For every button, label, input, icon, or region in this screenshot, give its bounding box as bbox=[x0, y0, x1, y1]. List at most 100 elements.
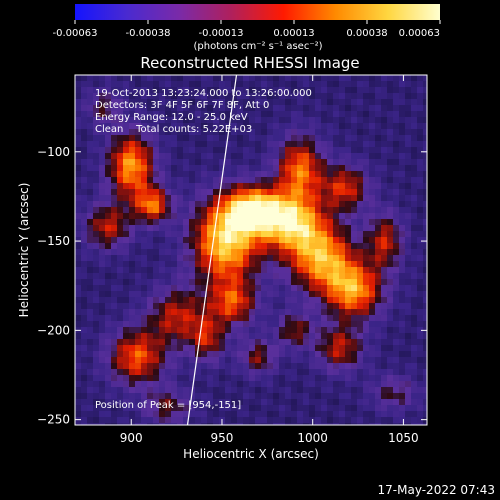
heatmap-cell bbox=[99, 189, 106, 196]
heatmap-cell bbox=[357, 93, 364, 100]
heatmap-cell bbox=[315, 111, 322, 118]
heatmap-cell bbox=[183, 81, 190, 88]
heatmap-cell bbox=[321, 357, 328, 364]
heatmap-cell bbox=[225, 87, 232, 94]
heatmap-cell bbox=[195, 393, 202, 400]
heatmap-cell bbox=[183, 219, 190, 226]
heatmap-cell bbox=[105, 231, 112, 238]
heatmap-cell bbox=[327, 201, 334, 208]
heatmap-cell bbox=[285, 387, 292, 394]
heatmap-cell bbox=[243, 249, 250, 256]
heatmap-cell bbox=[177, 357, 184, 364]
heatmap-cell bbox=[99, 267, 106, 274]
heatmap-cell bbox=[297, 171, 304, 178]
heatmap-cell bbox=[225, 387, 232, 394]
heatmap-cell bbox=[117, 291, 124, 298]
heatmap-cell bbox=[87, 279, 94, 286]
heatmap-cell bbox=[147, 201, 154, 208]
heatmap-cell bbox=[81, 405, 88, 412]
heatmap-cell bbox=[237, 315, 244, 322]
heatmap-cell bbox=[201, 159, 208, 166]
heatmap-cell bbox=[129, 303, 136, 310]
heatmap-cell bbox=[75, 225, 82, 232]
heatmap-cell bbox=[147, 159, 154, 166]
heatmap-cell bbox=[255, 93, 262, 100]
heatmap-cell bbox=[297, 243, 304, 250]
heatmap-cell bbox=[423, 123, 427, 130]
heatmap-cell bbox=[303, 393, 310, 400]
heatmap-cell bbox=[303, 243, 310, 250]
heatmap-cell bbox=[147, 369, 154, 376]
heatmap-cell bbox=[327, 417, 334, 424]
heatmap-cell bbox=[159, 147, 166, 154]
heatmap-cell bbox=[243, 93, 250, 100]
heatmap-cell bbox=[273, 285, 280, 292]
heatmap-cell bbox=[123, 93, 130, 100]
heatmap-cell bbox=[357, 243, 364, 250]
heatmap-cell bbox=[231, 387, 238, 394]
heatmap-cell bbox=[99, 117, 106, 124]
heatmap-cell bbox=[405, 381, 412, 388]
heatmap-cell bbox=[393, 171, 400, 178]
heatmap-cell bbox=[291, 93, 298, 100]
heatmap-cell bbox=[387, 243, 394, 250]
heatmap-cell bbox=[129, 129, 136, 136]
heatmap-cell bbox=[213, 105, 220, 112]
heatmap-cell bbox=[393, 285, 400, 292]
heatmap-cell bbox=[213, 171, 220, 178]
heatmap-cell bbox=[183, 405, 190, 412]
heatmap-cell bbox=[183, 315, 190, 322]
heatmap-cell bbox=[273, 327, 280, 334]
heatmap-cell bbox=[219, 219, 226, 226]
heatmap-cell bbox=[315, 327, 322, 334]
heatmap-cell bbox=[411, 333, 418, 340]
heatmap-cell bbox=[93, 309, 100, 316]
heatmap-cell bbox=[129, 333, 136, 340]
heatmap-cell bbox=[261, 243, 268, 250]
heatmap-cell bbox=[243, 159, 250, 166]
heatmap-cell bbox=[285, 213, 292, 220]
heatmap-cell bbox=[255, 387, 262, 394]
heatmap-cell bbox=[93, 123, 100, 130]
heatmap-cell bbox=[405, 237, 412, 244]
heatmap-cell bbox=[303, 231, 310, 238]
heatmap-cell bbox=[159, 345, 166, 352]
heatmap-cell bbox=[117, 345, 124, 352]
heatmap-cell bbox=[105, 117, 112, 124]
heatmap-cell bbox=[225, 99, 232, 106]
heatmap-cell bbox=[357, 237, 364, 244]
heatmap-cell bbox=[297, 141, 304, 148]
heatmap-cell bbox=[261, 315, 268, 322]
heatmap-cell bbox=[291, 207, 298, 214]
heatmap-cell bbox=[411, 399, 418, 406]
heatmap-cell bbox=[309, 357, 316, 364]
heatmap-cell bbox=[387, 315, 394, 322]
heatmap-cell bbox=[399, 267, 406, 274]
heatmap-cell bbox=[189, 201, 196, 208]
heatmap-cell bbox=[405, 273, 412, 280]
heatmap-cell bbox=[315, 369, 322, 376]
heatmap-cell bbox=[189, 369, 196, 376]
heatmap-cell bbox=[279, 339, 286, 346]
heatmap-cell bbox=[99, 291, 106, 298]
heatmap-cell bbox=[255, 255, 262, 262]
heatmap-cell bbox=[219, 249, 226, 256]
heatmap-cell bbox=[87, 147, 94, 154]
heatmap-cell bbox=[147, 423, 154, 425]
heatmap-cell bbox=[249, 165, 256, 172]
heatmap-cell bbox=[243, 399, 250, 406]
heatmap-cell bbox=[243, 357, 250, 364]
heatmap-cell bbox=[153, 423, 160, 425]
heatmap-cell bbox=[387, 399, 394, 406]
heatmap-cell bbox=[195, 321, 202, 328]
heatmap-cell bbox=[183, 237, 190, 244]
heatmap-cell bbox=[207, 201, 214, 208]
heatmap-cell bbox=[399, 177, 406, 184]
heatmap-cell bbox=[423, 255, 427, 262]
heatmap-cell bbox=[417, 111, 424, 118]
heatmap-cell bbox=[87, 291, 94, 298]
heatmap-cell bbox=[333, 255, 340, 262]
heatmap-cell bbox=[381, 93, 388, 100]
heatmap-cell bbox=[333, 87, 340, 94]
heatmap-cell bbox=[225, 231, 232, 238]
